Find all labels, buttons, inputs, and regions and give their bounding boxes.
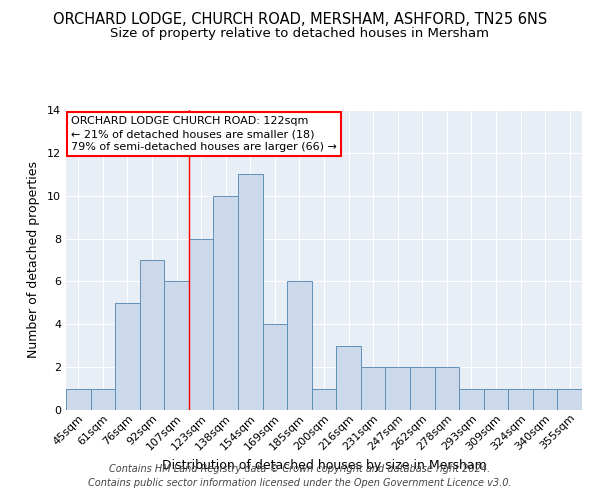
Bar	[91, 388, 115, 410]
Bar	[115, 303, 140, 410]
Bar	[238, 174, 263, 410]
Text: ORCHARD LODGE, CHURCH ROAD, MERSHAM, ASHFORD, TN25 6NS: ORCHARD LODGE, CHURCH ROAD, MERSHAM, ASH…	[53, 12, 547, 28]
Bar	[484, 388, 508, 410]
Bar	[533, 388, 557, 410]
Bar	[140, 260, 164, 410]
Bar	[312, 388, 336, 410]
Bar	[164, 282, 189, 410]
Bar	[557, 388, 582, 410]
Bar	[459, 388, 484, 410]
Bar	[361, 367, 385, 410]
Text: ORCHARD LODGE CHURCH ROAD: 122sqm
← 21% of detached houses are smaller (18)
79% : ORCHARD LODGE CHURCH ROAD: 122sqm ← 21% …	[71, 116, 337, 152]
Bar	[263, 324, 287, 410]
Bar	[214, 196, 238, 410]
Bar	[336, 346, 361, 410]
Bar	[287, 282, 312, 410]
X-axis label: Distribution of detached houses by size in Mersham: Distribution of detached houses by size …	[161, 458, 487, 471]
Bar	[410, 367, 434, 410]
Text: Size of property relative to detached houses in Mersham: Size of property relative to detached ho…	[110, 28, 490, 40]
Bar	[385, 367, 410, 410]
Bar	[434, 367, 459, 410]
Bar	[66, 388, 91, 410]
Bar	[508, 388, 533, 410]
Bar	[189, 238, 214, 410]
Text: Contains HM Land Registry data © Crown copyright and database right 2024.
Contai: Contains HM Land Registry data © Crown c…	[88, 464, 512, 487]
Y-axis label: Number of detached properties: Number of detached properties	[27, 162, 40, 358]
